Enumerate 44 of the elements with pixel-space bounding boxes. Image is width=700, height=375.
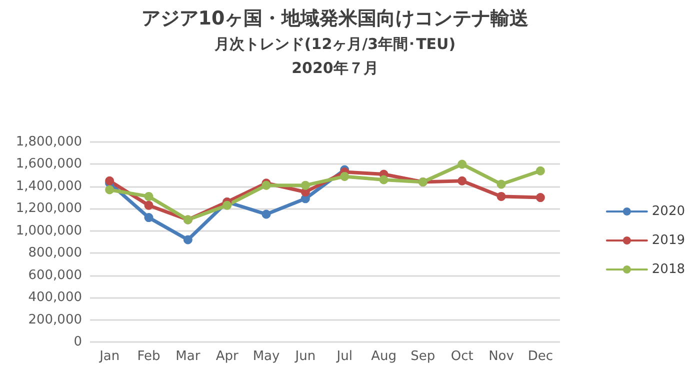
chart-title: アジア10ヶ国・地域発米国向けコンテナ輸送 [141, 8, 529, 30]
point [496, 192, 506, 201]
point [496, 180, 506, 189]
point [144, 200, 154, 210]
y-tick-label: 400,000 [28, 290, 82, 306]
point [222, 200, 232, 210]
x-tick-label: Oct [450, 349, 474, 364]
chart-subtitle: 月次トレンド(12ヶ月/3年間･TEU) 2020年７月 [213, 35, 456, 77]
point [379, 175, 388, 184]
y-tick-label: 1,000,000 [16, 223, 82, 238]
point [144, 192, 154, 201]
x-tick-label: Mar [176, 349, 201, 364]
x-tick-label: Jan [98, 349, 120, 364]
x-tick-label: Feb [137, 349, 160, 364]
x-tick-label: Jun [294, 349, 316, 364]
y-tick-label: 200,000 [28, 312, 82, 328]
y-tick-label: 1,200,000 [16, 201, 82, 216]
x-tick-label: Dec [528, 349, 553, 364]
legend-label: 2019 [652, 233, 686, 248]
point [536, 166, 545, 176]
y-tick-label: 1,400,000 [16, 178, 82, 194]
x-tick-label: Jul [336, 349, 352, 364]
y-tick-label: 800,000 [28, 246, 82, 261]
y-tick-label: 1,600,000 [16, 156, 82, 172]
point [105, 176, 114, 186]
point [300, 180, 310, 190]
legend-label: 2018 [652, 262, 686, 277]
point [144, 213, 154, 222]
x-tick-label: Sep [410, 349, 436, 364]
x-tick-label: Apr [216, 349, 239, 364]
point [105, 185, 114, 194]
x-tick-label: May [252, 349, 280, 364]
y-tick-label: 1,800,000 [16, 134, 82, 150]
point [458, 160, 467, 169]
y-tick-label: 600,000 [28, 268, 82, 283]
legend-label: 2020 [652, 204, 686, 219]
y-tick-label: 0 [74, 334, 82, 350]
x-tick-label: Nov [488, 349, 514, 364]
point [536, 193, 545, 202]
x-tick-label: Aug [371, 349, 396, 364]
point [458, 176, 467, 186]
point [340, 172, 350, 181]
point [183, 235, 192, 244]
point [262, 210, 271, 219]
